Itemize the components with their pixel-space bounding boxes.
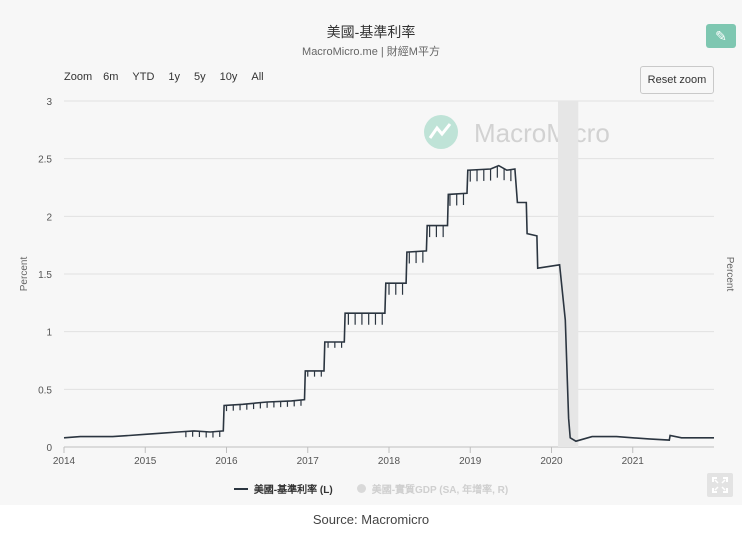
- range-6m-button[interactable]: 6m: [103, 71, 119, 83]
- range-selector: Zoom 6m YTD 1y 5y 10y All: [64, 71, 278, 83]
- x-tick-label: 2019: [459, 456, 482, 467]
- edit-button[interactable]: ✎: [706, 24, 736, 48]
- plot-area: MacroMicro 0 0.5 1 1.5 2 2.5 3 2014 2015 2016 201…: [19, 97, 735, 467]
- x-tick-label: 2015: [134, 456, 157, 467]
- legend-label: 美國-實質GDP (SA, 年增率, R): [371, 485, 509, 496]
- y-tick-label: 1.5: [38, 270, 52, 281]
- range-1y-button[interactable]: 1y: [168, 71, 181, 83]
- range-10y-button[interactable]: 10y: [219, 71, 238, 83]
- fullscreen-button[interactable]: [707, 473, 733, 497]
- y-axis-label-right: Percent: [724, 257, 735, 292]
- legend: 美國-基準利率 (L) 美國-實質GDP (SA, 年增率, R): [0, 481, 742, 496]
- legend-item-fed-rate[interactable]: 美國-基準利率 (L): [233, 481, 333, 496]
- watermark-text: MacroMicro: [474, 118, 610, 148]
- x-tick-label: 2021: [622, 456, 645, 467]
- x-tick-label: 2016: [215, 456, 238, 467]
- chart-title: 美國-基準利率: [326, 24, 416, 40]
- watermark: MacroMicro: [424, 115, 610, 149]
- recession-band: [558, 101, 579, 447]
- pencil-icon: ✎: [715, 27, 727, 44]
- series-line-fed-rate: [63, 164, 714, 443]
- y-axis-label-left: Percent: [19, 257, 30, 292]
- legend-label: 美國-基準利率 (L): [253, 485, 333, 496]
- x-tick-label: 2017: [297, 456, 320, 467]
- reset-zoom-button[interactable]: Reset zoom: [640, 66, 714, 94]
- chart-card: 美國-基準利率 MacroMicro.me | 財經M平方 ✎ Zoom 6m …: [0, 24, 742, 497]
- y-tick-label: 1: [46, 328, 52, 339]
- y-tick-label: 2: [46, 212, 52, 223]
- legend-item-gdp[interactable]: 美國-實質GDP (SA, 年增率, R): [356, 481, 509, 496]
- dot-swatch-icon: [356, 484, 366, 493]
- y-tick-label: 0: [46, 443, 52, 454]
- y-tick-label: 2.5: [38, 155, 52, 166]
- zoom-label: Zoom: [64, 71, 93, 83]
- x-tick-label: 2014: [53, 456, 76, 467]
- line-swatch-icon: [233, 487, 248, 490]
- range-ytd-button[interactable]: YTD: [132, 71, 155, 83]
- expand-icon: [712, 477, 728, 493]
- range-5y-button[interactable]: 5y: [194, 71, 206, 83]
- source-caption: Source: Macromicro: [312, 512, 430, 527]
- y-tick-label: 3: [46, 97, 52, 108]
- range-all-button[interactable]: All: [251, 71, 264, 83]
- y-tick-label: 0.5: [38, 385, 52, 396]
- x-tick-label: 2018: [378, 456, 401, 467]
- x-tick-label: 2020: [540, 456, 563, 467]
- chart-subtitle: MacroMicro.me | 財經M平方: [302, 46, 440, 58]
